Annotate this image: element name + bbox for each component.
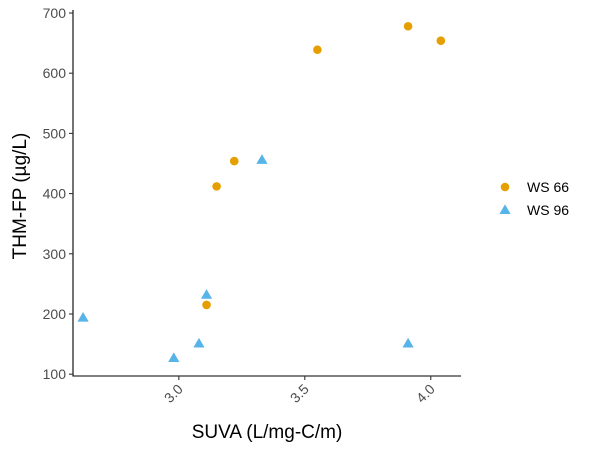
legend-label: WS 66 bbox=[527, 179, 569, 195]
data-point-ws-96 bbox=[168, 352, 180, 362]
x-axis-title: SUVA (L/mg-C/m) bbox=[192, 422, 343, 443]
data-point-ws-96 bbox=[77, 312, 89, 322]
legend-label: WS 96 bbox=[527, 202, 569, 218]
data-point-ws-66 bbox=[202, 300, 211, 310]
y-tick-label: 600 bbox=[43, 65, 67, 81]
data-point-ws-66 bbox=[436, 36, 446, 46]
legend-key bbox=[500, 182, 510, 192]
axes: 100 200 300 400 500 600 700 3.0 3.5 4.0 bbox=[43, 5, 461, 406]
x-tick-label: 4.0 bbox=[413, 381, 438, 406]
x-tick-label: 3.5 bbox=[287, 381, 312, 406]
y-tick-label: 400 bbox=[43, 186, 67, 202]
y-tick-label: 100 bbox=[43, 366, 67, 382]
y-tick-label: 700 bbox=[43, 5, 67, 21]
y-axis-title: THM-FP (µg/L) bbox=[10, 133, 31, 260]
legend-key bbox=[499, 204, 511, 215]
data-point-ws-96 bbox=[193, 337, 205, 348]
y-tick-label: 200 bbox=[43, 306, 67, 322]
data-point-ws-96 bbox=[200, 289, 213, 299]
x-tick-label: 3.0 bbox=[161, 381, 186, 406]
y-tick-label: 300 bbox=[43, 246, 67, 262]
data-point-ws-66 bbox=[403, 21, 413, 31]
data-point-ws-66 bbox=[212, 182, 221, 191]
data-points bbox=[77, 21, 446, 362]
legend: WS 66 WS 96 bbox=[499, 179, 569, 218]
data-point-ws-96 bbox=[402, 337, 414, 348]
data-point-ws-66 bbox=[229, 156, 239, 166]
data-point-ws-96 bbox=[256, 154, 268, 164]
data-point-ws-66 bbox=[313, 45, 322, 55]
y-tick-label: 500 bbox=[43, 125, 67, 141]
